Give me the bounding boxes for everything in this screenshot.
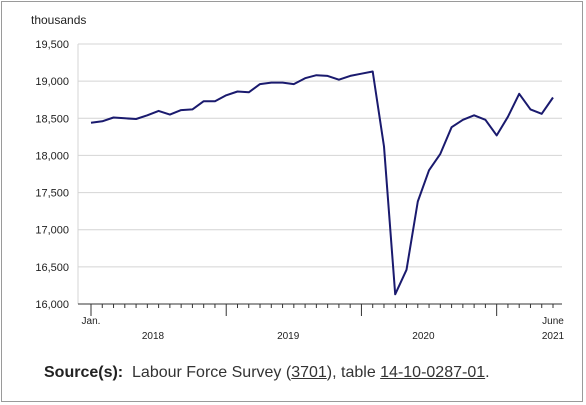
x-year-label: 2021 [542,331,565,342]
y-tick-label: 17,000 [35,225,69,237]
source-text-middle: ), table [326,364,381,381]
y-tick-label: 18,500 [35,113,69,125]
x-year-label: 2019 [277,331,300,342]
y-tick-label: 16,500 [35,262,69,274]
y-tick-label: 19,500 [35,39,69,51]
y-tick-label: 19,000 [35,76,69,88]
source-text-after: . [485,364,490,381]
source-text-before: Labour Force Survey ( [132,364,292,381]
y-axis-ticks: 16,000 16,500 17,000 17,500 18,000 18,500 19,0… [35,39,69,311]
y-tick-label: 16,000 [35,299,69,311]
x-axis: Jan. June 2018 2019 2020 2021 [78,303,565,342]
y-tick-label: 17,500 [35,188,69,200]
series-layer [90,70,554,296]
x-month-label: June [542,316,564,327]
source-label: Source(s): [44,364,124,381]
source-note: Source(s): Labour Force Survey (3701), t… [44,364,490,382]
series-line [90,70,554,296]
survey-link[interactable]: 3701 [291,364,327,381]
x-year-label: 2018 [142,331,165,342]
y-axis-label: thousands [31,13,86,27]
gridlines [77,43,562,305]
x-year-label: 2020 [412,331,435,342]
x-month-label: Jan. [82,316,101,327]
table-link[interactable]: 14-10-0287-01 [380,364,486,381]
y-tick-label: 18,000 [35,150,69,162]
